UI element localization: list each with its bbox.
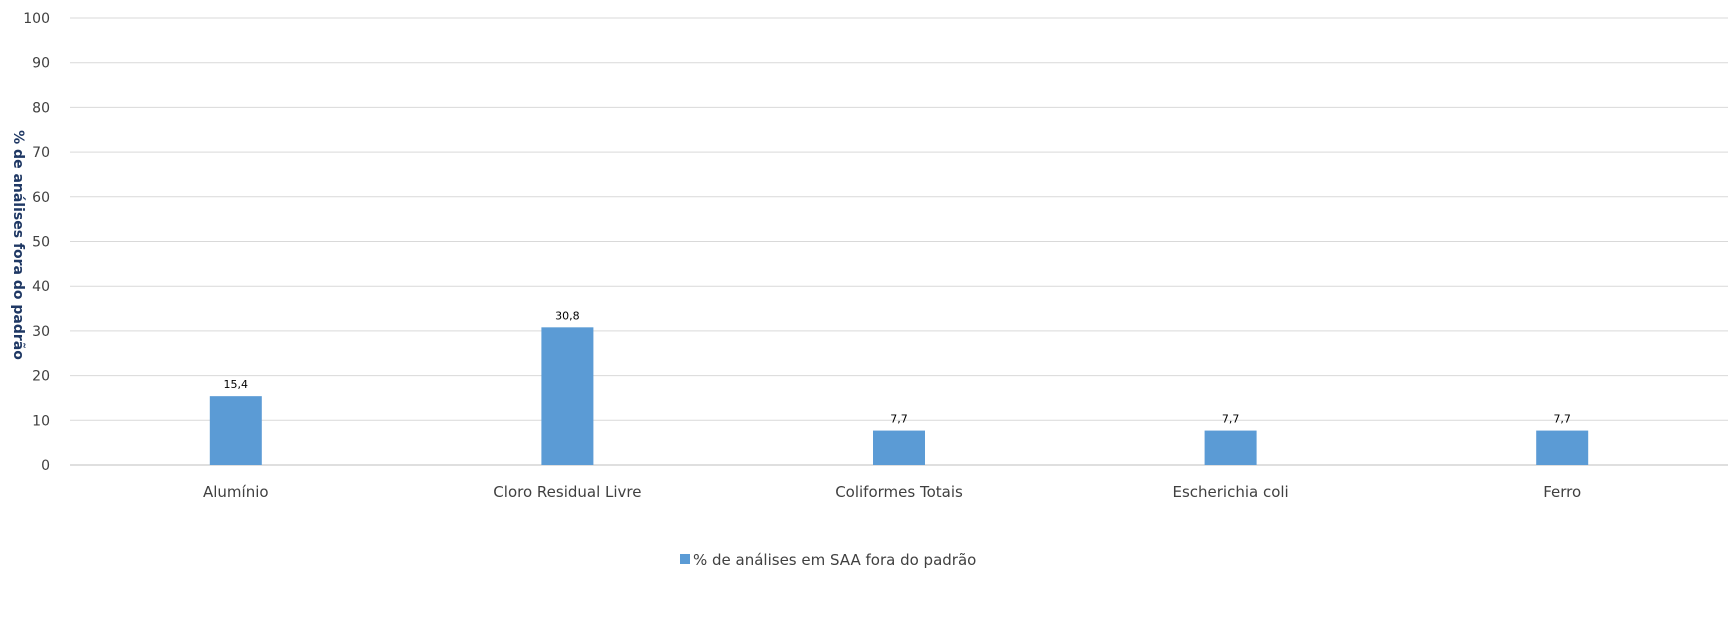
bar bbox=[541, 327, 594, 465]
y-axis-ticks: 0 10 20 30 40 50 60 70 80 90 100 bbox=[23, 11, 50, 474]
bar bbox=[1204, 430, 1257, 465]
x-category-label: Coliformes Totais bbox=[835, 483, 963, 501]
y-tick-label: 100 bbox=[23, 11, 50, 27]
gridlines bbox=[70, 17, 1728, 466]
y-tick-label: 70 bbox=[32, 145, 50, 161]
data-label: 7,7 bbox=[890, 413, 908, 426]
bar bbox=[1536, 430, 1589, 465]
data-label: 7,7 bbox=[1553, 413, 1571, 426]
y-tick-label: 90 bbox=[32, 56, 50, 72]
x-category-label: Alumínio bbox=[203, 483, 269, 501]
y-tick-label: 10 bbox=[32, 413, 50, 429]
x-axis-labels: Alumínio Cloro Residual Livre Coliformes T… bbox=[203, 483, 1581, 501]
x-category-label: Cloro Residual Livre bbox=[493, 483, 641, 501]
y-tick-label: 80 bbox=[32, 100, 50, 116]
y-axis-title: % de análises fora do padrão bbox=[10, 130, 26, 360]
legend: % de análises em SAA fora do padrão bbox=[680, 551, 976, 569]
y-tick-label: 20 bbox=[32, 369, 50, 385]
bars bbox=[209, 327, 1589, 465]
y-tick-label: 30 bbox=[32, 324, 50, 340]
data-labels: 15,4 30,8 7,7 7,7 7,7 bbox=[224, 309, 1571, 425]
y-tick-label: 40 bbox=[32, 279, 50, 295]
y-tick-label: 50 bbox=[32, 235, 50, 251]
x-category-label: Escherichia coli bbox=[1172, 483, 1288, 501]
bar bbox=[209, 396, 262, 465]
x-category-label: Ferro bbox=[1543, 483, 1581, 501]
bar bbox=[873, 430, 925, 465]
y-tick-label: 60 bbox=[32, 190, 50, 206]
legend-label: % de análises em SAA fora do padrão bbox=[693, 551, 976, 569]
y-tick-label: 0 bbox=[41, 458, 50, 474]
data-label: 15,4 bbox=[224, 378, 249, 391]
data-label: 30,8 bbox=[555, 309, 580, 322]
legend-swatch bbox=[680, 554, 690, 564]
data-label: 7,7 bbox=[1222, 413, 1240, 426]
